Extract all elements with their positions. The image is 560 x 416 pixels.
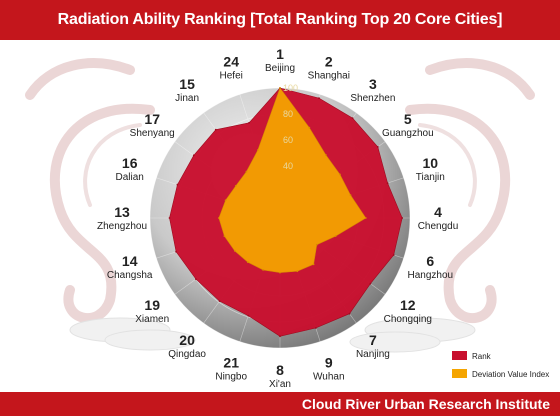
point-rank-qingdao bbox=[218, 300, 221, 302]
point-rank-chongqing bbox=[369, 282, 372, 285]
point-deviation-value-index-xi-an bbox=[279, 271, 281, 274]
point-deviation-value-index-changsha bbox=[223, 235, 226, 238]
point-deviation-value-index-ningbo bbox=[262, 269, 264, 271]
rank-label-zhengzhou: 13 bbox=[114, 204, 130, 220]
point-rank-guangzhou bbox=[376, 146, 379, 148]
rank-label-nanjing: 7 bbox=[369, 332, 377, 348]
axis-tick-60: 60 bbox=[283, 135, 293, 145]
point-deviation-value-index-nanjing bbox=[312, 263, 315, 266]
city-label-hangzhou: Hangzhou bbox=[408, 270, 454, 281]
point-deviation-value-index-shenyang bbox=[234, 185, 237, 187]
dragon-decoration bbox=[25, 58, 535, 323]
point-rank-shenzhen bbox=[351, 117, 354, 119]
footer-credit: Cloud River Urban Research Institute bbox=[301, 396, 550, 412]
point-deviation-value-index-shenzhen bbox=[324, 154, 327, 156]
point-deviation-value-index-chengdu bbox=[364, 217, 367, 219]
city-label-ningbo: Ningbo bbox=[215, 371, 247, 382]
city-label-tianjin: Tianjin bbox=[416, 172, 445, 183]
city-label-xiamen: Xiamen bbox=[135, 314, 169, 325]
city-label-jinan: Jinan bbox=[175, 93, 199, 104]
rank-label-jinan: 15 bbox=[179, 76, 195, 92]
city-label-nanjing: Nanjing bbox=[356, 349, 390, 360]
point-deviation-value-index-hangzhou bbox=[334, 235, 337, 238]
footer-banner bbox=[0, 392, 560, 416]
rank-label-xi-an: 8 bbox=[276, 362, 284, 378]
city-label-shenzhen: Shenzhen bbox=[350, 93, 395, 104]
radar-axis-ticks: 40 60 80 100 bbox=[283, 83, 298, 171]
city-label-dalian: Dalian bbox=[116, 172, 144, 183]
legend-label-rank: Rank bbox=[472, 352, 492, 361]
point-rank-wuhan bbox=[314, 327, 317, 329]
city-label-chengdu: Chengdu bbox=[418, 221, 459, 232]
rank-label-qingdao: 20 bbox=[179, 332, 195, 348]
city-label-qingdao: Qingdao bbox=[168, 349, 206, 360]
point-deviation-value-index-zhengzhou bbox=[218, 217, 220, 219]
city-label-hefei: Hefei bbox=[220, 71, 243, 82]
chart-title: Radiation Ability Ranking [Total Ranking… bbox=[57, 11, 503, 28]
rank-label-ningbo: 21 bbox=[223, 354, 239, 370]
point-rank-nanjing bbox=[348, 312, 351, 315]
city-label-shanghai: Shanghai bbox=[308, 71, 350, 82]
rank-label-chengdu: 4 bbox=[434, 204, 442, 220]
rank-label-chongqing: 12 bbox=[400, 297, 416, 313]
point-rank-xi-an bbox=[279, 335, 281, 338]
point-deviation-value-index-beijing bbox=[279, 87, 281, 89]
rank-label-guangzhou: 5 bbox=[404, 111, 412, 127]
axis-tick-100: 100 bbox=[283, 83, 298, 93]
point-deviation-value-index-qingdao bbox=[247, 261, 249, 264]
legend-swatch-deviation-value-index bbox=[452, 369, 467, 378]
rank-label-hangzhou: 6 bbox=[426, 253, 434, 269]
rank-label-dalian: 16 bbox=[122, 155, 138, 171]
point-deviation-value-index-dalian bbox=[224, 199, 227, 202]
rank-label-hefei: 24 bbox=[223, 54, 239, 70]
city-label-guangzhou: Guangzhou bbox=[382, 128, 434, 139]
point-deviation-value-index-tianjin bbox=[349, 194, 352, 197]
legend-swatch-rank bbox=[452, 351, 467, 360]
city-label-beijing: Beijing bbox=[265, 63, 295, 74]
point-deviation-value-index-shanghai bbox=[308, 126, 311, 129]
rank-label-beijing: 1 bbox=[276, 46, 284, 62]
point-deviation-value-index-xiamen bbox=[233, 250, 236, 252]
axis-tick-40: 40 bbox=[283, 161, 293, 171]
rank-label-xiamen: 19 bbox=[144, 297, 160, 313]
point-rank-shenyang bbox=[192, 154, 195, 157]
radar-series bbox=[168, 87, 404, 338]
point-deviation-value-index-jinan bbox=[245, 170, 248, 173]
rank-label-shanghai: 2 bbox=[325, 54, 333, 70]
point-rank-changsha bbox=[175, 250, 178, 253]
point-rank-shanghai bbox=[318, 97, 320, 99]
rank-label-changsha: 14 bbox=[122, 253, 138, 269]
point-rank-jinan bbox=[214, 128, 217, 131]
legend: Rank Deviation Value Index bbox=[452, 351, 549, 379]
rank-label-shenzhen: 3 bbox=[369, 76, 377, 92]
point-rank-tianjin bbox=[386, 182, 389, 185]
title-banner bbox=[0, 0, 560, 40]
city-label-shenyang: Shenyang bbox=[130, 128, 175, 139]
point-deviation-value-index-wuhan bbox=[296, 270, 299, 273]
point-rank-hefei bbox=[248, 121, 251, 124]
city-label-zhengzhou: Zhengzhou bbox=[97, 221, 147, 232]
point-rank-hangzhou bbox=[392, 254, 395, 256]
rank-label-wuhan: 9 bbox=[325, 354, 333, 370]
legend-label-deviation-value-index: Deviation Value Index bbox=[472, 370, 549, 379]
point-deviation-value-index-guangzhou bbox=[339, 173, 341, 176]
point-rank-zhengzhou bbox=[168, 217, 171, 219]
point-rank-ningbo bbox=[247, 314, 250, 317]
city-label-chongqing: Chongqing bbox=[384, 314, 432, 325]
city-label-xi-an: Xi'an bbox=[269, 379, 291, 390]
point-deviation-value-index-hefei bbox=[257, 149, 259, 151]
cloud-decoration bbox=[69, 317, 476, 353]
point-rank-dalian bbox=[176, 183, 179, 186]
rank-label-shenyang: 17 bbox=[144, 111, 160, 127]
point-rank-xiamen bbox=[195, 278, 197, 280]
axis-tick-80: 80 bbox=[283, 109, 293, 119]
point-rank-chengdu bbox=[401, 217, 404, 219]
rank-label-tianjin: 10 bbox=[423, 155, 439, 171]
city-label-wuhan: Wuhan bbox=[313, 371, 345, 382]
point-deviation-value-index-chongqing bbox=[315, 243, 318, 246]
city-label-changsha: Changsha bbox=[107, 270, 153, 281]
